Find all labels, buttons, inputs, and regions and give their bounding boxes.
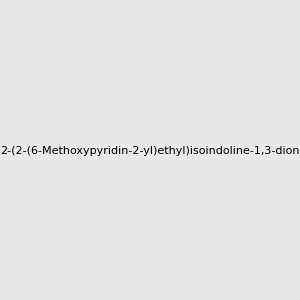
Text: 2-(2-(6-Methoxypyridin-2-yl)ethyl)isoindoline-1,3-dione: 2-(2-(6-Methoxypyridin-2-yl)ethyl)isoind… bbox=[1, 146, 300, 157]
